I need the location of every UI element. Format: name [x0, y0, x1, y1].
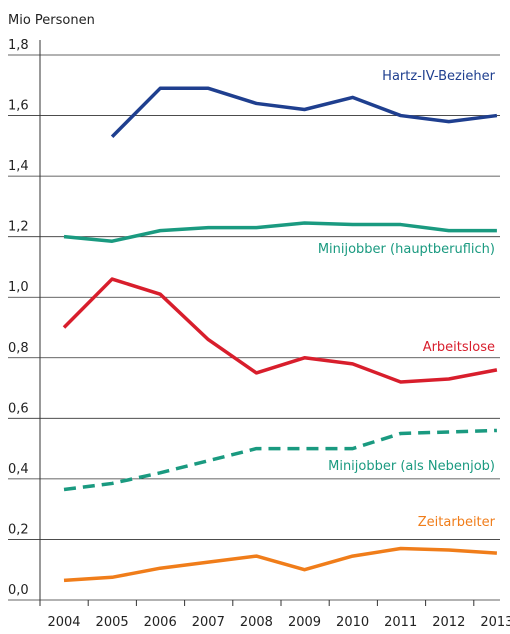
series-line [63, 428, 497, 492]
y-tick-label: 0,0 [8, 583, 29, 598]
y-tick-label: 0,2 [8, 522, 29, 537]
x-tick-label: 2009 [288, 615, 321, 630]
x-tick-label: 2007 [192, 615, 225, 630]
y-tick-label: 0,6 [8, 401, 29, 416]
x-tick-label: 2011 [384, 615, 417, 630]
series-label: Minijobber (hauptberuflich) [318, 242, 495, 257]
x-tick-label: 2013 [480, 615, 510, 630]
series-line [63, 546, 498, 583]
y-axis-label: Mio Personen [8, 13, 95, 28]
series-label: Hartz-IV-Bezieher [382, 69, 495, 84]
series-label: Zeitarbeiter [418, 515, 496, 530]
series-label: Minijobber (als Nebenjob) [328, 459, 495, 474]
x-tick-label: 2012 [432, 615, 465, 630]
y-tick-label: 1,4 [8, 159, 29, 174]
series-line [110, 86, 498, 138]
series-line [62, 277, 498, 384]
series-line [63, 221, 497, 243]
y-tick-label: 1,8 [8, 38, 29, 53]
x-tick-label: 2006 [144, 615, 177, 630]
x-tick-label: 2005 [96, 615, 129, 630]
y-tick-label: 0,8 [8, 341, 29, 356]
y-tick-label: 1,6 [8, 99, 29, 114]
series-label: Arbeitslose [423, 340, 495, 355]
x-tick-label: 2008 [240, 615, 273, 630]
x-tick-label: 2010 [336, 615, 369, 630]
x-tick-label: 2004 [47, 615, 80, 630]
y-tick-label: 0,4 [8, 462, 29, 477]
y-tick-label: 1,0 [8, 280, 29, 295]
y-tick-label: 1,2 [8, 220, 29, 235]
